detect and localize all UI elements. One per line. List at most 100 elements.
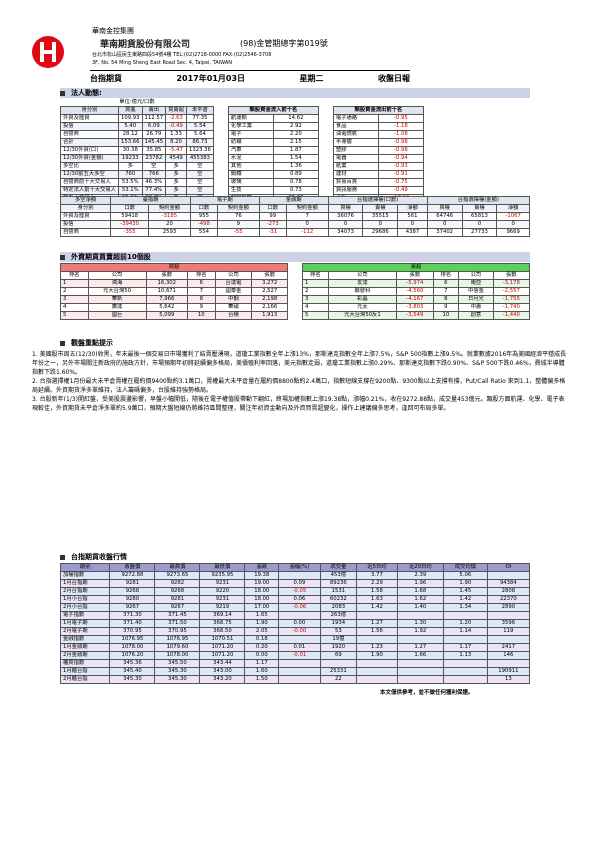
cell: -2.63 [165,114,187,123]
row: 電器 -0.94 [332,154,424,163]
cell: 1934 [319,619,358,628]
row: 3 華新 7,966 8 中鋼 2,198 [60,295,288,304]
cell: 0 [285,220,329,229]
cell: 9268 [109,587,156,596]
cell: 7 [285,212,329,221]
cell: 0.06 [278,595,321,604]
cell: 2593 [148,228,191,237]
cell: 760 [117,170,143,179]
cell: 0.18 [244,635,280,644]
cell: 77.35 [185,114,214,123]
row: 水泥 1.54 [227,154,319,163]
header-cell: 賣出 [141,106,167,115]
row: 1月櫃台指 345.40 345.30 343.00 1.60 25331 190911 [59,667,531,676]
cell: -0.01 [278,651,321,660]
cell: 0.01 [278,643,321,652]
cell: 自營商前十大交易人 [60,178,119,187]
cell: 元太 [327,303,398,312]
header-cell: 最高價 [154,563,201,572]
sector-in-block: 類股資金流入前十名 航運類 14.62 化學工業 2.92 電子 2.20 紡織 2.15 汽車 1… [227,98,319,203]
sell-table: 賣超 排名 公司 張數 排名 公司 張數 1 友達 -5,974 6 南亞 -3,178 2 聯發科 -4,5… [302,263,531,320]
group-cell: 台指選擇權(口數) [327,196,428,205]
cell [278,571,321,580]
cell: 5 [302,311,329,320]
cell: -4,167 [396,295,434,304]
cell: 1078.00 [109,643,156,652]
cell: 4 [302,303,329,312]
cell: 19億 [319,635,358,644]
cell: -5,974 [396,279,434,288]
cell: 油電燃氣 [332,130,379,139]
cell: 59418 [110,212,150,221]
cell: 廣達 [87,303,147,312]
cell: 合計 [60,138,119,147]
cell: 368.75 [199,619,246,628]
cell: 1.90 [442,579,488,588]
label-row: 賣超 [302,263,530,272]
cell: 多空比 [60,162,119,171]
cell: 37402 [426,228,463,237]
cell: 1.27 [356,619,398,628]
cell: 1076.95 [154,635,201,644]
row: 2月小台指 9267 9267 9219 17.00 -0.06 2083 1.42 1.40 1… [59,603,531,612]
cell: 370.95 [154,627,201,636]
inst-table: 身分別 買進 賣出 買賣超 未平倉 外資及陸資 109.93 112.57 -2.63 77.35… [60,106,214,203]
cell: -0.06 [278,603,321,612]
cell: -1,440 [492,311,531,320]
cell: -1,740 [492,303,531,312]
cell: -0.91 [377,170,424,179]
cell: -0.93 [377,162,424,171]
row: 航運類 14.62 [227,114,319,123]
cell: 自營商 [60,130,119,139]
cell: 1.63 [356,595,398,604]
cell: 0.00 [278,619,321,628]
row: 投信 5.40 6.09 -0.49 5.54 [60,122,214,131]
header-cell: 淨額 [397,204,428,213]
cell: 1.54 [272,154,319,163]
section-title: 外資期貨買賣超前10個股 [60,252,530,262]
cell: 4549 [165,154,187,163]
header-cell: 身分別 [59,204,112,213]
cell: 1076.20 [109,651,156,660]
row: 投信 -39430 20 -498 9 -273 0 0 0 0 0 0 0 [59,220,530,229]
cell: 2月台指期 [59,587,111,596]
cell: 371.40 [109,619,156,628]
cell [442,667,488,676]
cell: 空 [185,170,214,179]
header-cell: 買權 [426,204,463,213]
note-item: 1. 美國股市周五(12/30)收黑，年末最後一個交易日市場獲利了結賣壓湧現，道… [32,351,567,376]
cell [278,675,321,684]
logo [32,36,64,68]
top10-title: 外資期貨買賣超前10個股 [71,253,151,261]
cell: 塑膠 [332,146,379,155]
cell [442,635,488,644]
cell: 外資及陸資 [59,212,112,221]
cell [356,675,398,684]
cell: 彩晶 [327,295,398,304]
cell: 9281 [154,595,201,604]
cell: 國巨 [87,311,147,320]
cell: 345.30 [109,675,156,684]
cell: 紙業 [332,162,379,171]
cell: 台達電 [214,279,253,288]
cell [356,611,398,620]
header-cell: 買進 [117,106,143,115]
header-row: 類股資金流出前十名 [332,106,424,115]
cell: 1.96 [396,579,444,588]
cell: 1071.20 [199,651,246,660]
inst-block: 單位:億元/口數 身分別 買進 賣出 買賣超 未平倉 外資及陸資 109.93 112.57-… [60,98,214,203]
buy-table: 買超 排名 公司 張數 排名 公司 張數 1 鴻海 16,302 6 台達電 3,272 2 元大台灣50 1… [60,263,288,320]
header-cell: 公司 [214,271,253,280]
cell: -1.08 [377,130,424,139]
cell: 華新 [87,295,147,304]
cell: -355 [110,228,150,237]
cell: 766 [141,170,167,179]
group-cell: 金融期 [258,196,329,205]
cell: 0 [327,220,364,229]
header-cell: 公司 [327,271,398,280]
cell: 玻璃 [227,178,274,187]
section-title: 觀盤重點提示 [60,338,113,348]
cell: 0 [461,220,498,229]
cell: 9 [432,303,460,312]
row: 電子指數 371.30 371.45 369.14 1.65 263億 [59,611,531,620]
